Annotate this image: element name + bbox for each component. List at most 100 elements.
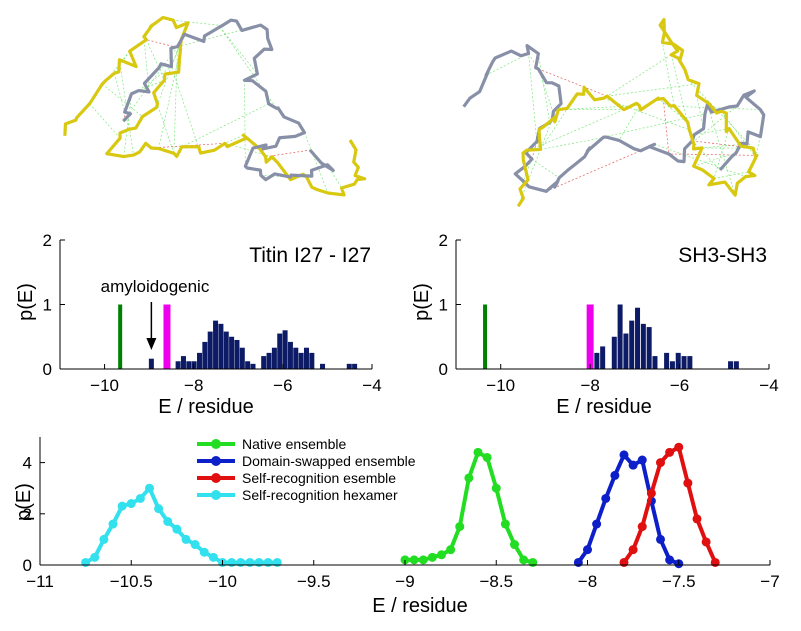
sh3-x-tick-label: −6 — [670, 376, 689, 395]
series-point-hexamer — [81, 557, 91, 567]
series-line-hexamer — [84, 486, 278, 565]
sh3-histogram-bar — [600, 346, 606, 369]
series-point-hexamer — [163, 516, 173, 526]
series-point-selfrec — [665, 447, 675, 457]
sh3-x-tick-label: −4 — [759, 376, 778, 395]
sh3-contact-line — [713, 171, 749, 179]
sh3-y-tick-label: 1 — [439, 296, 448, 315]
sh3-histogram-bar — [623, 333, 629, 369]
sh3-histogram-bar — [635, 307, 641, 369]
legend-dot-swapped — [211, 456, 221, 466]
titin-contact-line — [173, 19, 223, 27]
series-line-swapped — [576, 452, 680, 566]
titin-contact-line — [114, 73, 130, 130]
dist-x-axis-label: E / residue — [372, 595, 468, 617]
sh3-contact-line — [694, 128, 730, 136]
sh3-x-tick-label: −8 — [580, 376, 599, 395]
sh3-green-marker-bar — [483, 304, 488, 369]
series-point-swapped — [583, 545, 592, 555]
titin-contact-line — [122, 93, 132, 122]
titin-histogram-bar — [298, 352, 304, 369]
titin-histogram-bar — [282, 330, 288, 369]
series-point-swapped — [619, 450, 629, 460]
series-point-native — [464, 473, 474, 483]
titin-histogram-bar — [245, 361, 251, 369]
sh3-y-axis-label: p(E) — [411, 283, 433, 321]
sh3-contact-line — [606, 54, 672, 97]
titin-y-tick-label: 2 — [43, 231, 52, 250]
titin-contact-line — [244, 80, 246, 167]
titin-histogram-bar — [309, 352, 315, 369]
titin-y-tick-label: 0 — [43, 360, 52, 379]
titin-histogram-bar — [277, 333, 283, 369]
series-point-native — [500, 519, 510, 529]
titin-contact-line — [89, 103, 121, 139]
sh3-histogram-bar — [594, 352, 600, 369]
dist-y-tick-label: 4 — [23, 454, 32, 473]
series-point-hexamer — [90, 552, 100, 562]
series-point-hexamer — [117, 501, 127, 511]
sh3-backbone-yellow — [516, 18, 759, 208]
dist-y-tick-label: 2 — [23, 505, 32, 524]
sh3-contact-line — [696, 95, 704, 129]
series-point-hexamer — [245, 557, 255, 567]
series-point-hexamer — [99, 534, 109, 544]
series-point-hexamer — [190, 540, 200, 550]
titin-panel-title: Titin I27 - I27 — [249, 244, 371, 267]
series-point-selfrec — [683, 478, 693, 488]
titin-green-marker-bar — [118, 304, 123, 369]
sh3-histogram-bar — [640, 323, 646, 369]
dist-x-tick-label: −11 — [26, 572, 54, 591]
sh3-histogram-panel: SH3-SH3 p(E) E / residue −10 −8 −6 −4 0 1 2 — [411, 231, 779, 418]
titin-histogram-bar — [346, 363, 352, 369]
series-point-hexamer — [154, 504, 164, 514]
amyloidogenic-annotation: amyloidogenic — [101, 277, 210, 296]
titin-histogram-bar — [229, 336, 235, 369]
titin-y-tick-label: 1 — [43, 296, 52, 315]
titin-contact-line — [224, 134, 244, 144]
titin-contact-line — [171, 66, 201, 154]
series-point-hexamer — [272, 557, 282, 567]
sh3-contact-line — [607, 83, 700, 97]
titin-backbone-grey — [122, 18, 335, 182]
sh3-histogram-bar — [646, 327, 652, 369]
series-point-native — [482, 452, 492, 462]
sh3-contact-line — [538, 53, 551, 123]
sh3-histogram-bar — [629, 320, 635, 369]
sh3-histogram-bar — [611, 336, 617, 369]
titin-x-axis-label: E / residue — [158, 396, 254, 418]
series-point-hexamer — [181, 534, 191, 544]
sh3-histogram-bar — [675, 352, 681, 369]
series-point-hexamer — [254, 557, 264, 567]
titin-histogram-panel: Titin I27 - I27 p(E) E / residue amyloid… — [15, 231, 382, 418]
sh3-contact-line — [517, 119, 553, 207]
dist-x-tick-label: −7 — [760, 572, 779, 591]
series-point-selfrec — [701, 537, 711, 547]
titin-contact-line — [143, 36, 150, 92]
titin-contact-line — [123, 93, 132, 157]
series-point-swapped — [665, 555, 675, 565]
sh3-histogram-bar — [664, 352, 670, 369]
titin-histogram-bar — [287, 341, 293, 369]
sh3-histogram-bar — [687, 356, 693, 369]
series-point-swapped — [601, 493, 611, 503]
series-point-native — [491, 483, 501, 493]
dist-x-tick-label: −7.5 — [662, 572, 696, 591]
titin-histogram-bar — [239, 347, 245, 369]
sh3-contact-line — [546, 150, 641, 192]
titin-i27-dimer-structure — [63, 15, 367, 197]
titin-contact-line — [173, 46, 178, 154]
titin-contact-line — [304, 132, 329, 194]
series-point-native — [437, 550, 446, 560]
series-point-hexamer — [172, 524, 182, 534]
sh3-x-axis-label: E / residue — [556, 396, 652, 418]
titin-x-tick-label: −4 — [362, 376, 381, 395]
series-point-hexamer — [236, 557, 246, 567]
titin-contact-line — [219, 26, 277, 109]
titin-histogram-bar — [175, 361, 181, 369]
series-point-native — [473, 447, 483, 457]
dist-x-tick-label: −10 — [208, 572, 237, 591]
titin-histogram-bar — [293, 347, 299, 369]
sh3-histogram-bar — [681, 356, 687, 369]
